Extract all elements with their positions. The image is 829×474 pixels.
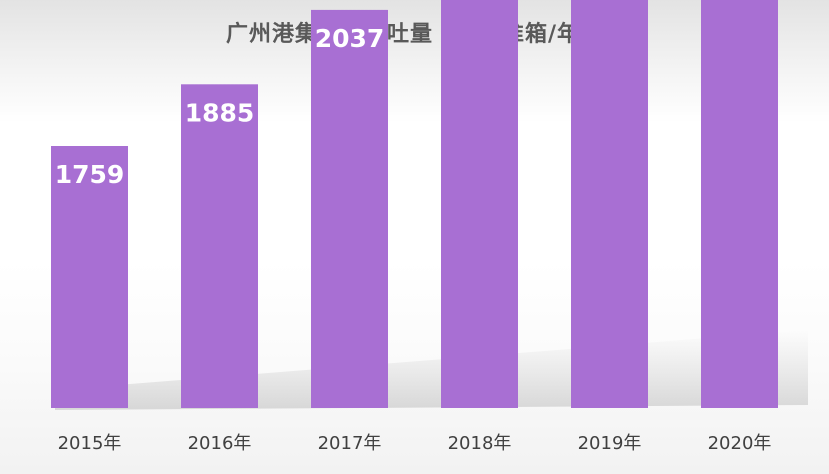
bar-2020年 xyxy=(701,0,778,408)
bar-2018年 xyxy=(441,0,518,408)
x-tick-label-2015年: 2015年 xyxy=(58,433,122,454)
bar-2017年 xyxy=(311,9,388,409)
x-axis-tick-labels: 2015年 2016年 2017年 2018年 2019年 2020年 xyxy=(58,433,772,454)
bars-layer xyxy=(51,0,778,409)
data-labels-layer: 175918852037219223242351 xyxy=(55,24,385,189)
bar-2015年 xyxy=(51,146,128,408)
data-label-2017年: 2037 xyxy=(315,24,385,53)
data-label-2016年: 1885 xyxy=(185,98,255,127)
chart-title: 广州港集装箱吞吐量（万标准箱/年） xyxy=(225,22,604,47)
bar-2016年 xyxy=(181,84,258,409)
x-tick-label-2020年: 2020年 xyxy=(708,433,772,454)
x-tick-label-2017年: 2017年 xyxy=(318,433,382,454)
data-label-2015年: 1759 xyxy=(55,160,125,189)
x-tick-label-2016年: 2016年 xyxy=(188,433,252,454)
x-tick-label-2019年: 2019年 xyxy=(578,433,642,454)
floor-shadow xyxy=(55,330,808,410)
x-tick-label-2018年: 2018年 xyxy=(448,433,512,454)
bar-2019年 xyxy=(571,0,648,408)
